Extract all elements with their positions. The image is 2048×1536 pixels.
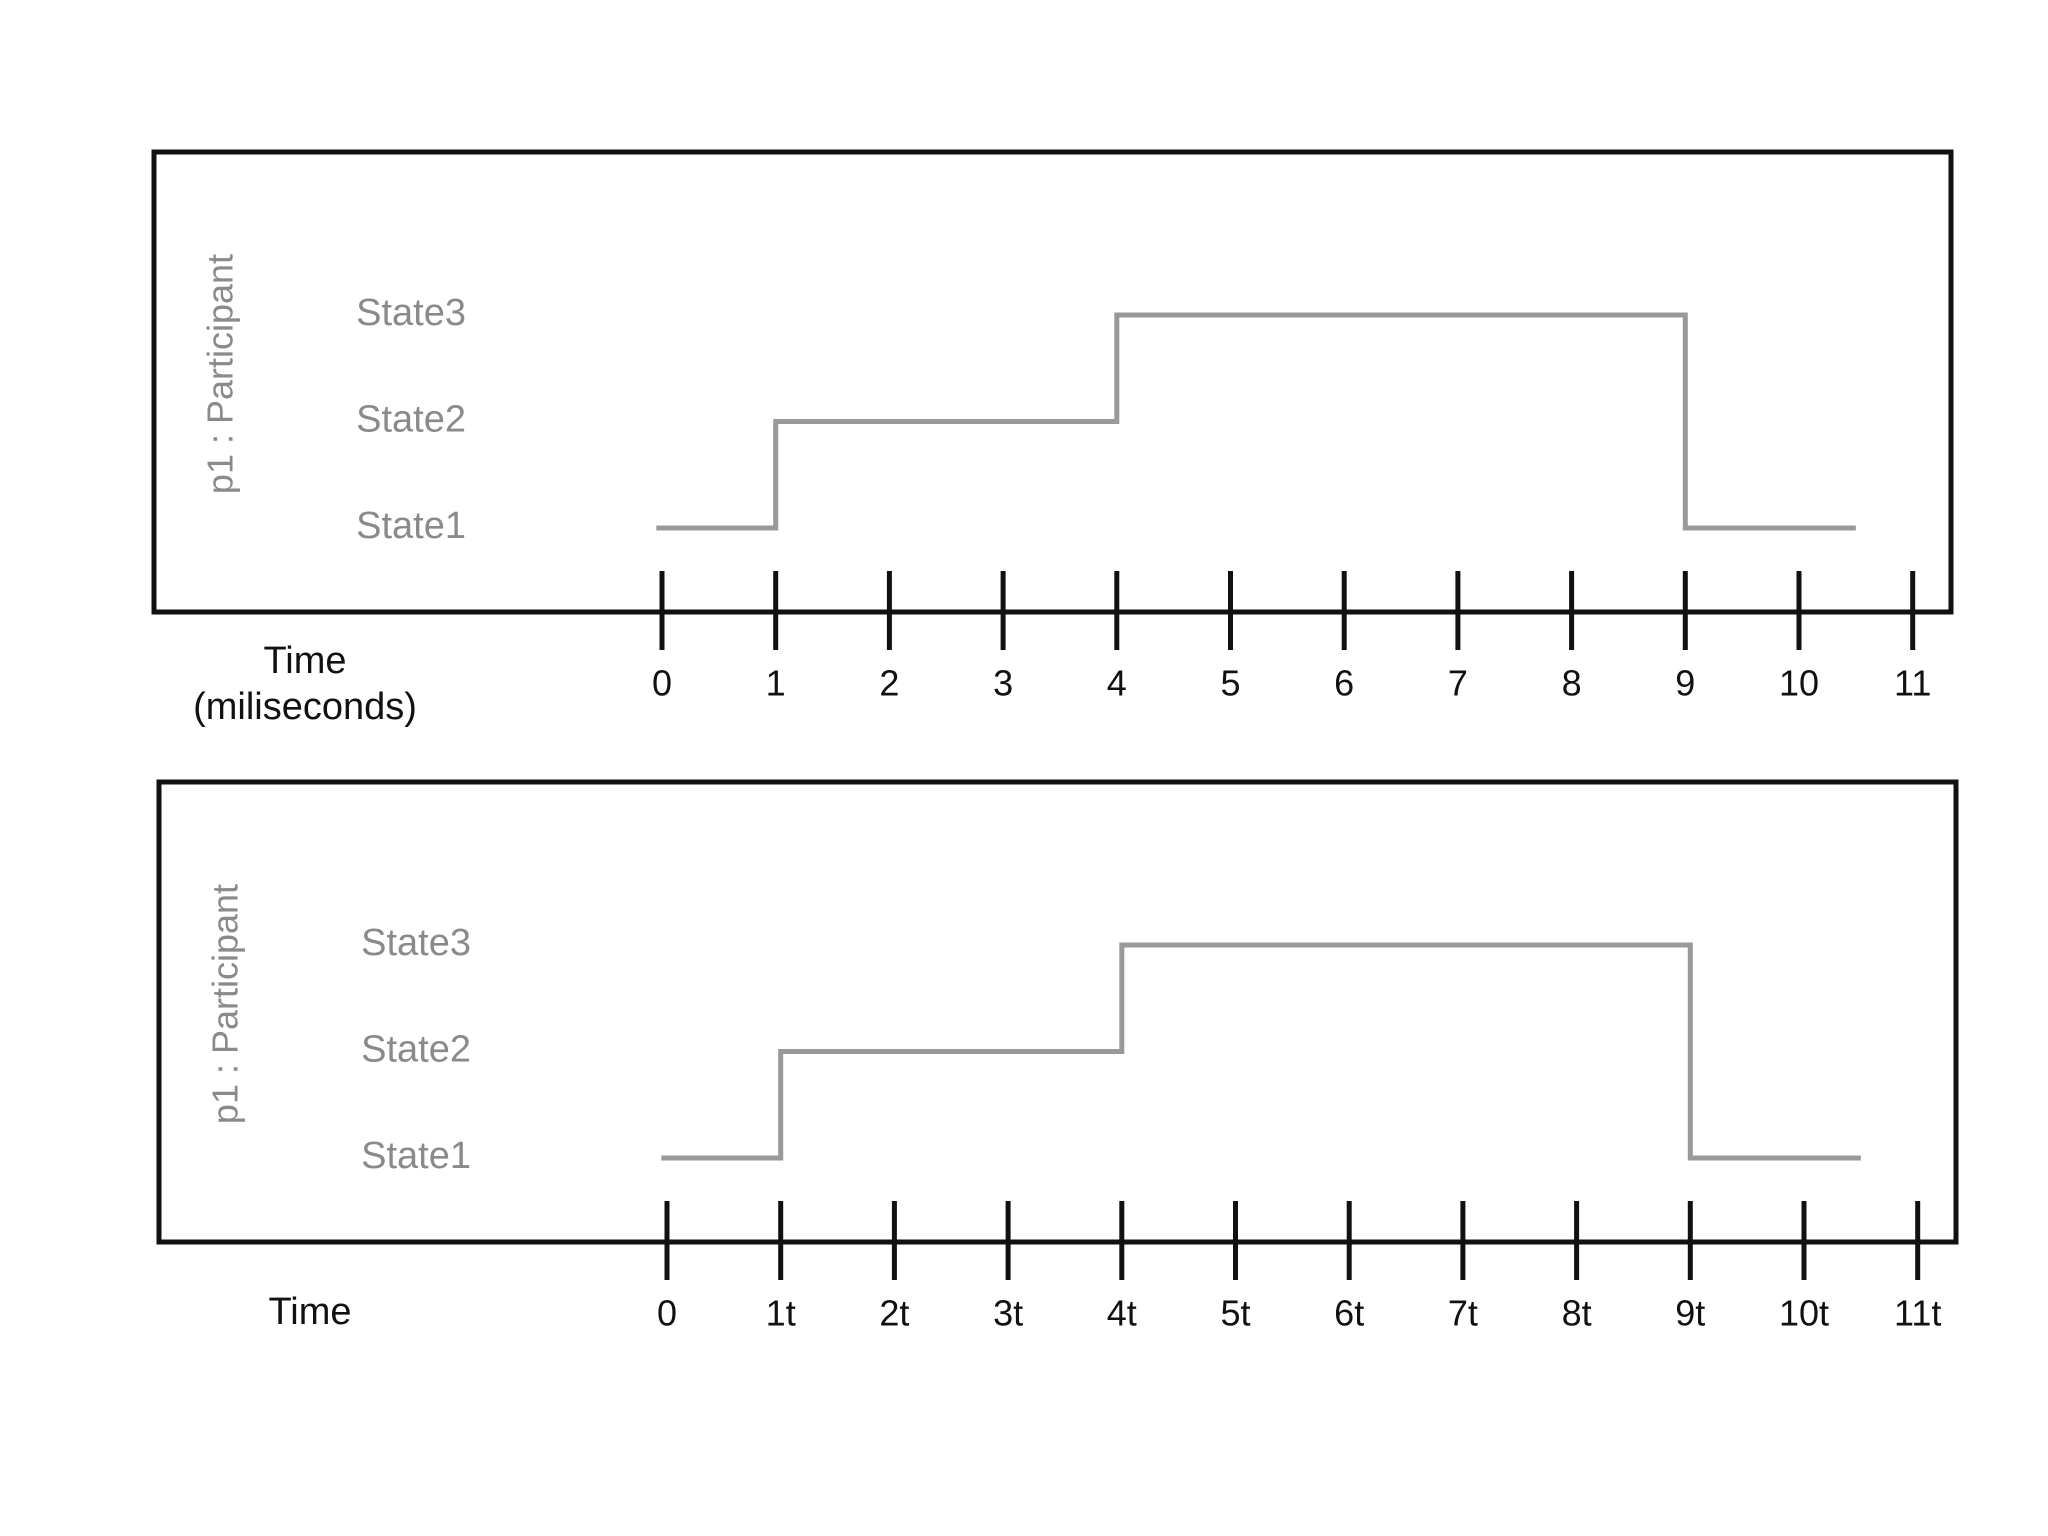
tick-label: 9 [1675,663,1695,704]
tick-label: 6 [1334,663,1354,704]
tick-label: 5 [1220,663,1240,704]
time-label: Time [268,1291,351,1333]
tick-label: 0 [652,663,672,704]
tick-label: 0 [657,1293,677,1334]
tick-label: 10t [1779,1293,1829,1334]
tick-label: 3 [993,663,1013,704]
time-label: (miliseconds) [193,686,417,728]
tick-label: 10 [1779,663,1819,704]
tick-label: 6t [1334,1293,1364,1334]
timing-panel: p1 : Participant State3 State2 State1 0 1t 2t 3… [156,779,1959,1334]
state-label: State3 [361,922,471,964]
tick-label: 4 [1107,663,1127,704]
tick-label: 7t [1448,1293,1478,1334]
state-timeline [661,942,1861,1161]
state-label: State3 [356,292,466,334]
timing-panel: p1 : Participant State3 State2 State1 0 1 2 3 4 5… [151,149,1954,728]
tick-label: 1t [766,1293,796,1334]
tick-label: 5t [1220,1293,1250,1334]
tick-label: 3t [993,1293,1023,1334]
tick-label: 7 [1448,663,1468,704]
tick-label: 9t [1675,1293,1705,1334]
tick-label: 8 [1562,663,1582,704]
time-label: Time [263,640,346,682]
lifeline-label: p1 : Participant [200,254,241,494]
tick-label: 2t [879,1293,909,1334]
state-timeline [656,312,1856,531]
panel-frame [156,779,1959,1245]
state-label: State2 [361,1029,471,1071]
lifeline-label: p1 : Participant [205,884,246,1124]
tick-label: 1 [766,663,786,704]
state-label: State2 [356,399,466,441]
tick-label: 4t [1107,1293,1137,1334]
tick-label: 2 [879,663,899,704]
state-label: State1 [356,505,466,547]
tick-label: 8t [1562,1293,1592,1334]
state-label: State1 [361,1135,471,1177]
tick-label: 11 [1894,663,1931,704]
panel-frame [151,149,1954,615]
tick-label: 11t [1894,1293,1941,1334]
